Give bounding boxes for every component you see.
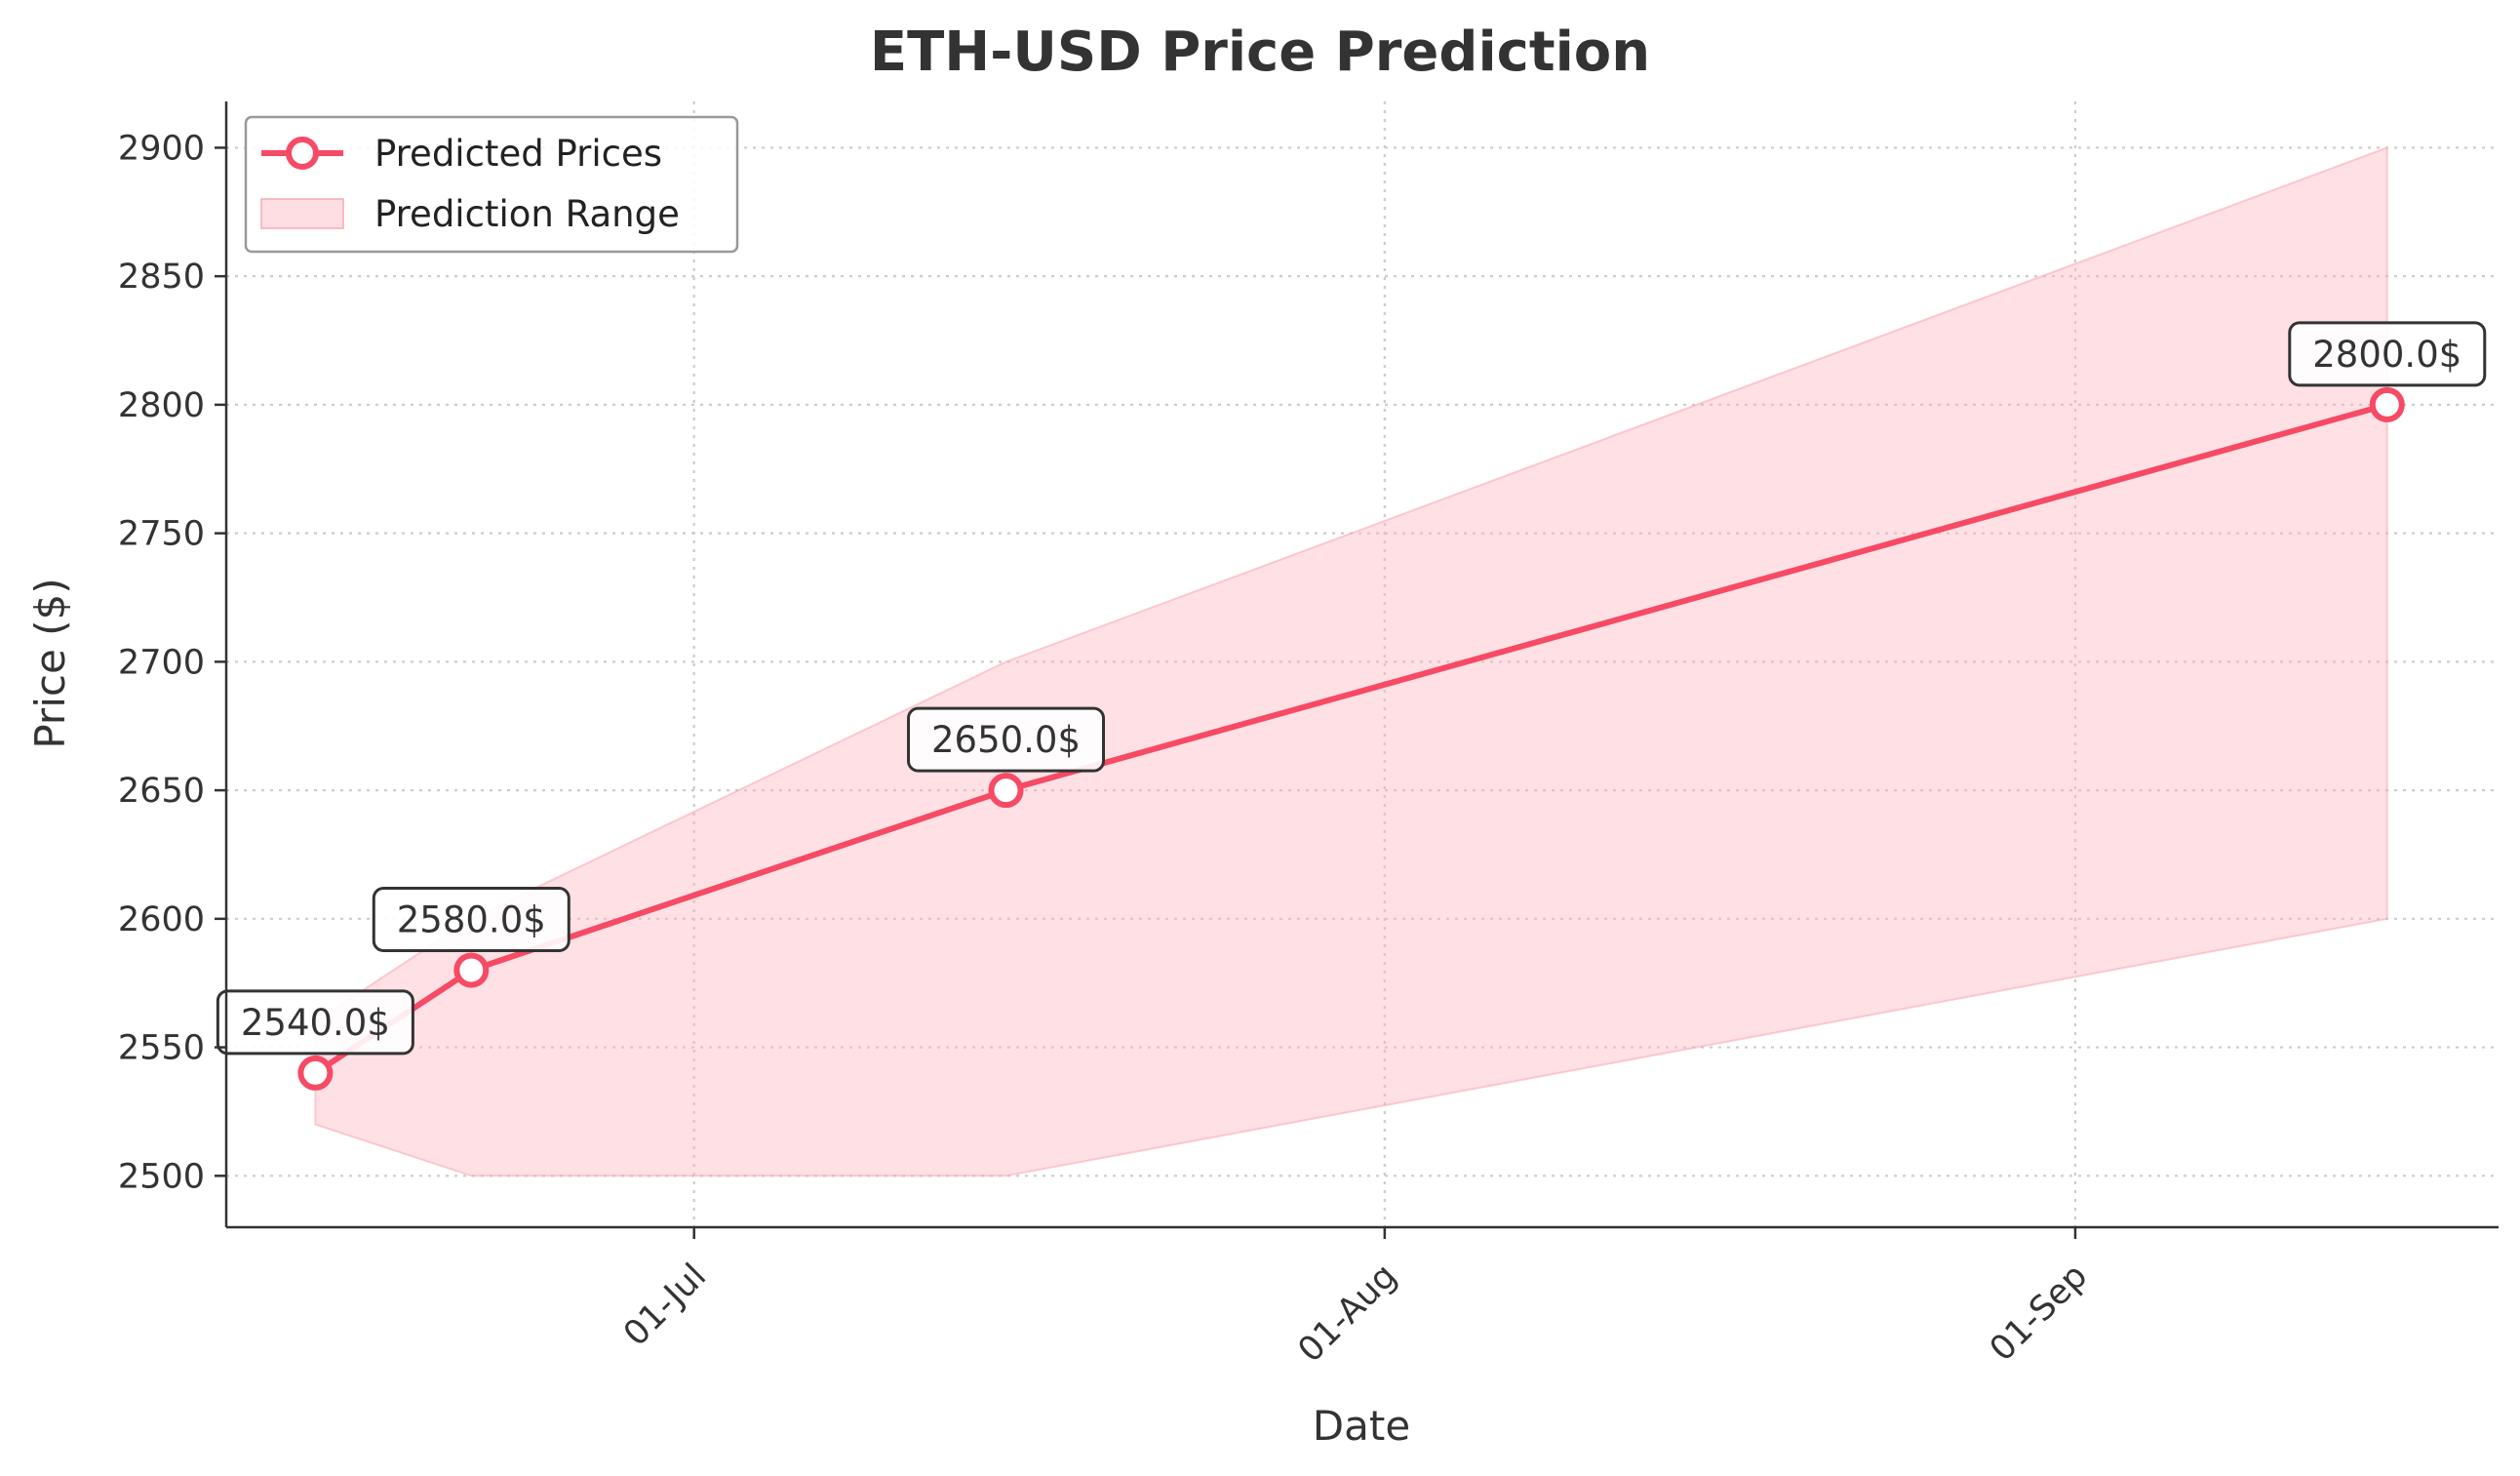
annotation-box <box>372 887 571 953</box>
data-point-marker <box>988 773 1024 809</box>
marker-layer <box>297 386 2405 1091</box>
annotation-box <box>2288 321 2487 387</box>
prediction-range-layer <box>314 145 2388 1177</box>
legend-label-predicted: Predicted Prices <box>374 133 662 175</box>
y-tick-label: 2750 <box>118 515 205 554</box>
y-tick-label: 2550 <box>118 1029 205 1068</box>
data-point-marker <box>297 1055 334 1091</box>
y-ticks: 2500 2550 2600 2650 2700 2750 2800 2850 2900 <box>118 129 226 1196</box>
axes-spines <box>224 101 2499 1229</box>
y-tick-label: 2900 <box>118 129 205 168</box>
legend-marker-swatch <box>286 137 319 170</box>
y-tick-label: 2700 <box>118 643 205 682</box>
y-axis-label: Price ($) <box>26 578 74 748</box>
x-axis-label: Date <box>1313 1402 1410 1450</box>
annotation-box <box>907 706 1106 773</box>
y-tick-label: 2500 <box>118 1157 205 1196</box>
y-tick-label: 2800 <box>118 386 205 425</box>
legend-box <box>244 115 739 254</box>
annotation-layer: 2540.0$ 2580.0$ 2650.0$ 2800.0$ <box>216 321 2487 1056</box>
data-point-marker <box>2369 386 2405 422</box>
annotation-label: 2800.0$ <box>2312 334 2461 376</box>
annotation-label: 2580.0$ <box>397 899 546 941</box>
legend-range-swatch <box>260 198 344 229</box>
legend-label-range: Prediction Range <box>374 193 680 235</box>
prediction-range-band <box>314 145 2388 1177</box>
y-tick-label: 2600 <box>118 900 205 939</box>
annotation-label: 2650.0$ <box>931 719 1081 761</box>
annotation-box <box>216 989 414 1056</box>
data-point-marker <box>453 952 490 988</box>
chart-title: ETH-USD Price Prediction <box>870 20 1650 84</box>
y-tick-label: 2650 <box>118 772 205 811</box>
annotation-label: 2540.0$ <box>241 1002 390 1044</box>
y-tick-label: 2850 <box>118 258 205 297</box>
legend: Predicted Prices Prediction Range <box>244 115 739 254</box>
